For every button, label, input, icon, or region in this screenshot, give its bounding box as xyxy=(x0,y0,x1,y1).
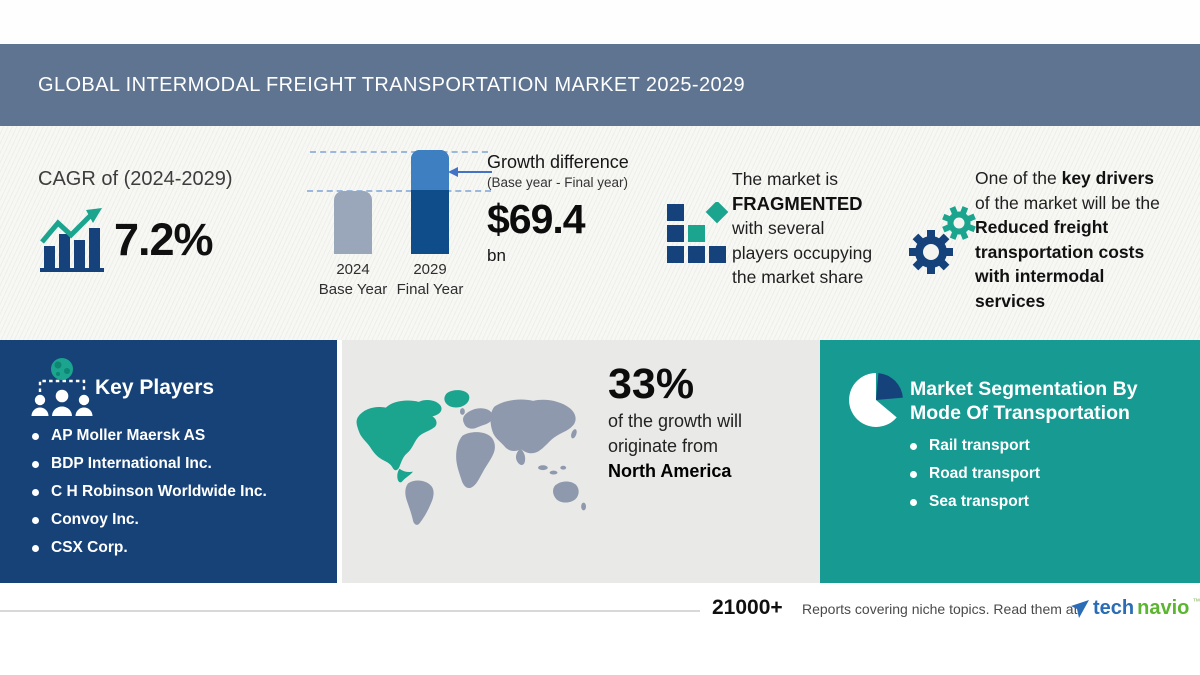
segmentation-list: Rail transport Road transport Sea transp… xyxy=(910,436,1040,520)
segmentation-panel: Market Segmentation By Mode Of Transport… xyxy=(820,340,1200,583)
fragmentation-line: The market is xyxy=(732,169,838,189)
cagr-value: 7.2% xyxy=(114,214,214,265)
fragmented-squares-icon xyxy=(667,202,729,263)
list-item: C H Robinson Worldwide Inc. xyxy=(32,482,267,502)
guide-line-base-year xyxy=(307,190,491,192)
regional-growth-line: originate from xyxy=(608,436,719,456)
driver-name-line: Reduced freight xyxy=(975,217,1109,237)
segmentation-title-line: Mode Of Transportation xyxy=(910,402,1130,424)
regional-growth-region: North America xyxy=(608,461,732,481)
bullet-icon xyxy=(32,544,39,552)
growth-arrow-head-icon xyxy=(448,167,458,177)
globe-people-icon xyxy=(31,358,93,416)
regional-growth-panel: 33% of the growth will originate from No… xyxy=(342,340,820,583)
bar-label-2024: 2024 Base Year xyxy=(307,260,399,300)
technavio-logo: tech navio ™ xyxy=(1070,597,1200,620)
bar-2024 xyxy=(334,191,372,254)
regional-growth-value: 33% xyxy=(608,360,695,408)
key-driver-text: One of the key drivers of the market wil… xyxy=(975,166,1195,313)
bullet-icon xyxy=(32,488,39,496)
growth-difference-subtitle: (Base year - Final year) xyxy=(487,175,629,190)
driver-name-line: with intermodal xyxy=(975,266,1105,286)
growth-difference-title: Growth difference xyxy=(487,152,629,172)
bullet-icon xyxy=(32,432,39,440)
bullet-icon xyxy=(910,498,917,506)
fragmentation-line: players occupying xyxy=(732,242,873,263)
key-players-panel: Key Players AP Moller Maersk AS BDP Inte… xyxy=(0,340,337,583)
brand-tech: tech xyxy=(1093,597,1135,619)
bullet-icon xyxy=(32,460,39,468)
reports-count: 21000+ xyxy=(712,596,783,619)
bar-chart-trend-up-icon xyxy=(40,208,104,272)
driver-line-pre: One of the xyxy=(975,168,1062,188)
key-players-title: Key Players xyxy=(95,376,215,399)
segment: Rail transport xyxy=(929,437,1030,454)
list-item: Sea transport xyxy=(910,492,1040,512)
bar-year: 2024 xyxy=(336,261,370,278)
growth-difference-value: $69.4 xyxy=(487,196,586,242)
paper-plane-icon xyxy=(1071,599,1089,618)
fragmentation-line: the market share xyxy=(732,267,864,287)
bar-year: 2029 xyxy=(413,261,447,278)
cagr-label: CAGR of (2024-2029) xyxy=(38,168,233,190)
list-item: AP Moller Maersk AS xyxy=(32,426,267,446)
driver-name-line: services xyxy=(975,290,1046,311)
header-bar: GLOBAL INTERMODAL FREIGHT TRANSPORTATION… xyxy=(0,44,1200,126)
fragmentation-line: with several xyxy=(732,218,825,238)
stats-band xyxy=(0,126,1200,340)
list-item: Road transport xyxy=(910,464,1040,484)
key-player: CSX Corp. xyxy=(51,539,128,556)
list-item: Convoy Inc. xyxy=(32,510,267,530)
bar-2029 xyxy=(411,150,449,254)
footer-text: Reports covering niche topics. Read them… xyxy=(802,601,1078,617)
driver-keyword: key drivers xyxy=(1061,168,1155,188)
key-player: Convoy Inc. xyxy=(51,511,139,528)
key-player: BDP International Inc. xyxy=(51,455,212,472)
page-title: GLOBAL INTERMODAL FREIGHT TRANSPORTATION… xyxy=(38,74,746,96)
segment: Road transport xyxy=(929,465,1041,482)
top-margin-strip xyxy=(0,0,1200,44)
pie-chart-icon xyxy=(849,373,903,427)
guide-line-final-year xyxy=(310,151,488,153)
growth-difference-unit: bn xyxy=(487,246,506,265)
trademark-symbol: ™ xyxy=(1192,597,1200,606)
key-player: AP Moller Maersk AS xyxy=(51,427,206,444)
list-item: BDP International Inc. xyxy=(32,454,267,474)
bar-label-2029: 2029 Final Year xyxy=(384,260,476,300)
bullet-icon xyxy=(910,470,917,478)
list-item: CSX Corp. xyxy=(32,538,267,558)
bullet-icon xyxy=(910,442,917,450)
growth-arrow-line xyxy=(458,171,492,173)
gears-icon xyxy=(909,206,976,274)
fragmentation-status: FRAGMENTED xyxy=(732,192,863,214)
brand-navio: navio xyxy=(1137,597,1190,619)
footer-divider xyxy=(0,610,700,612)
bar-caption: Final Year xyxy=(396,281,464,298)
growth-difference-block: Growth difference (Base year - Final yea… xyxy=(487,152,692,266)
bar-2029-growth-segment xyxy=(411,150,449,190)
segmentation-title: Market Segmentation By Mode Of Transport… xyxy=(910,377,1138,425)
list-item: Rail transport xyxy=(910,436,1040,456)
regional-growth-text: 33% of the growth will originate from No… xyxy=(608,360,742,484)
segmentation-title-line: Market Segmentation By xyxy=(910,378,1138,400)
segment: Sea transport xyxy=(929,493,1029,510)
driver-line: of the market will be the xyxy=(975,192,1160,213)
regional-growth-line: of the growth will xyxy=(608,411,743,431)
driver-name-line: transportation costs xyxy=(975,241,1145,262)
bullet-icon xyxy=(32,516,39,524)
fragmentation-text: The market is FRAGMENTED with several pl… xyxy=(732,167,922,290)
bar-caption: Base Year xyxy=(318,281,388,298)
world-map xyxy=(356,390,587,525)
growth-bar-chart: 2024 Base Year 2029 Final Year Growth di… xyxy=(305,126,697,340)
key-player: C H Robinson Worldwide Inc. xyxy=(51,483,267,500)
key-players-list: AP Moller Maersk AS BDP International In… xyxy=(32,426,267,566)
